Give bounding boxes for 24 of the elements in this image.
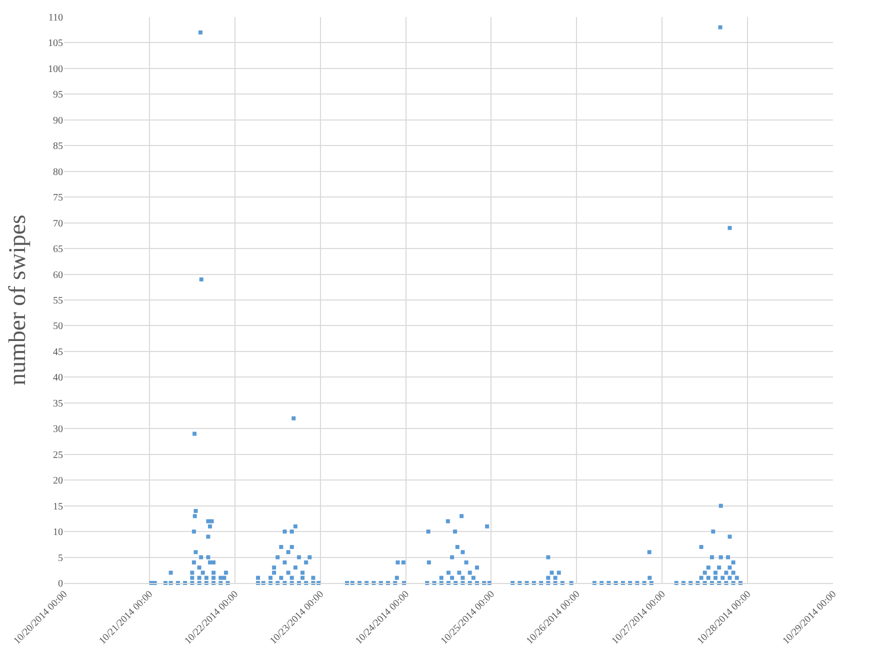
- y-tick-label: 60: [53, 270, 63, 281]
- y-tick-label: 80: [53, 166, 63, 178]
- y-tick-label: 15: [53, 501, 63, 512]
- y-tick-label: 95: [53, 90, 63, 101]
- y-tick-label: 25: [53, 450, 63, 461]
- y-tick-label: 20: [53, 476, 63, 487]
- y-tick-label: 110: [48, 12, 63, 24]
- y-tick-label: 45: [53, 346, 63, 358]
- y-tick-label: 85: [53, 141, 63, 152]
- y-tick-label: 40: [53, 372, 63, 384]
- y-tick-label: 70: [53, 218, 63, 230]
- y-tick-label: 5: [58, 552, 63, 564]
- y-tick-label: 0: [58, 578, 63, 590]
- y-tick-label: 35: [53, 398, 63, 410]
- y-tick-label: 10: [53, 527, 63, 538]
- y-axis-title: number of swipes: [5, 214, 32, 386]
- y-tick-label: 100: [48, 64, 63, 75]
- y-tick-label: 75: [53, 192, 63, 204]
- y-tick-label: 65: [53, 244, 63, 256]
- y-tick-label: 90: [53, 115, 63, 126]
- y-tick-label: 50: [53, 321, 63, 332]
- y-tick-label: 105: [48, 38, 63, 50]
- y-tick-label: 55: [53, 296, 63, 306]
- y-tick-label: 30: [53, 424, 63, 436]
